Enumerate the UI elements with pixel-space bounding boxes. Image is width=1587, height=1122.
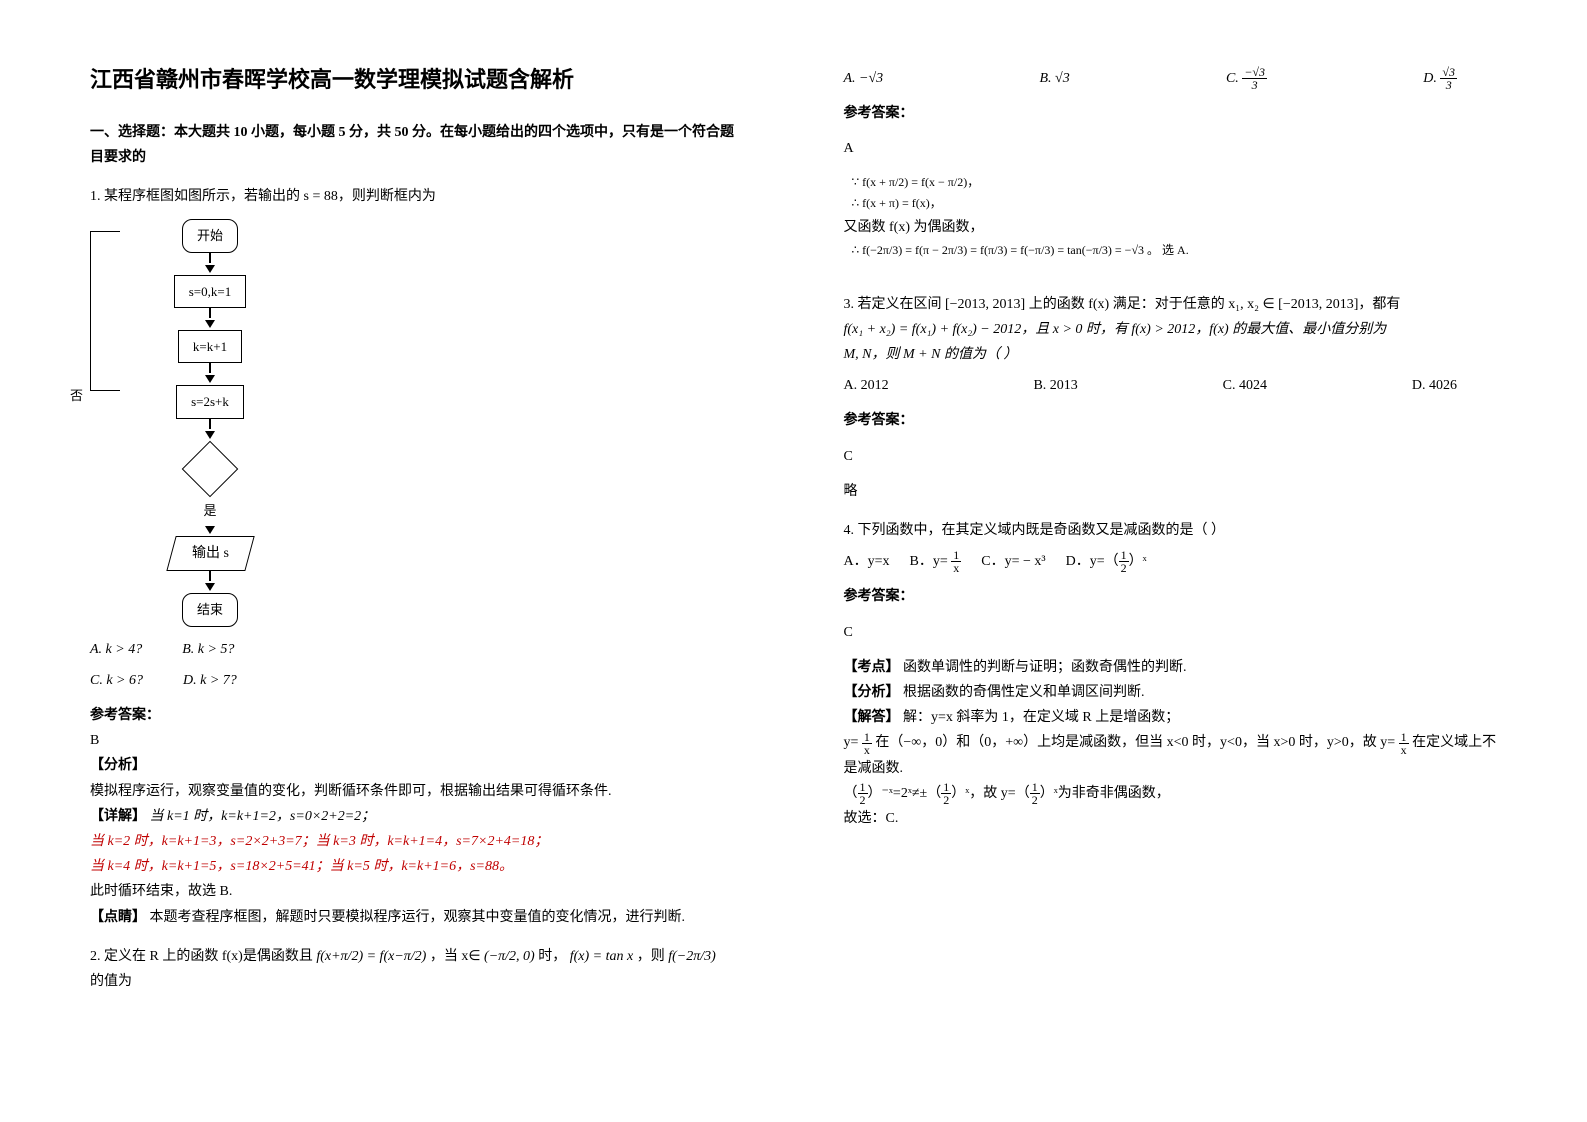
- q1-tip: 本题考查程序框图，解题时只要模拟程序运行，观察其中变量值的变化情况，进行判断.: [150, 910, 686, 925]
- q3-opt-d: D. 4026: [1412, 373, 1457, 398]
- q3-answer: C: [844, 444, 1498, 469]
- question-4: 4. 下列函数中，在其定义域内既是奇函数又是减函数的是（ ） A．y=x B．y…: [844, 518, 1498, 831]
- q3-opt-c: C. 4024: [1223, 373, 1267, 398]
- q4-solve-1: 解：y=x 斜率为 1，在定义域 R 上是增函数；: [903, 710, 1179, 725]
- q3-opt-a: A. 2012: [844, 373, 889, 398]
- q2-sol-4: ∴ f(−2π/3) = f(π − 2π/3) = f(π/3) = f(−π…: [852, 240, 1498, 262]
- q3-brief: 略: [844, 479, 1498, 504]
- q4-opt-a: A．y=x: [844, 549, 890, 574]
- q2-eq1: f(x+π/2) = f(x−π/2): [316, 949, 426, 964]
- q4-solve-2: y= 1x 在（−∞，0）和（0，+∞）上均是减函数，但当 x<0 时，y<0，…: [844, 730, 1498, 780]
- q2-eq2: f(x) = tan x: [570, 949, 633, 964]
- answer-label: 参考答案：: [90, 703, 744, 728]
- q4-kaodian: 函数单调性的判断与证明；函数奇偶性的判断.: [903, 660, 1187, 675]
- q4-answer: C: [844, 620, 1498, 645]
- q2-eq3: f(−2π/3): [668, 949, 716, 964]
- q3-text-3: M, N，则 M + N 的值为（ ）: [844, 342, 1498, 367]
- q1-options-row1: A. k > 4? B. k > 5?: [90, 637, 744, 662]
- branch-yes-label: 是: [203, 499, 216, 522]
- q4-opt-d: D．y=（12）ˣ: [1066, 549, 1147, 574]
- q4-kaodian-tag: 【考点】: [844, 660, 900, 675]
- q4-text: 4. 下列函数中，在其定义域内既是奇函数又是减函数的是（ ）: [844, 518, 1498, 543]
- q3-opt-b: B. 2013: [1033, 373, 1077, 398]
- q1-answer: B: [90, 728, 744, 753]
- q2-opt-b: B. √3: [1039, 66, 1069, 91]
- fc-decision: [170, 441, 250, 497]
- q2-mid2: 时，: [538, 949, 566, 964]
- q4-solve-tag: 【解答】: [844, 710, 900, 725]
- detail-tag: 【详解】: [90, 809, 146, 824]
- q2-mid3: ，则: [637, 949, 665, 964]
- q4-answer-label: 参考答案：: [844, 584, 1498, 609]
- q2-options: A. −√3 B. √3 C. −√33 D. √33: [844, 66, 1498, 91]
- q4-opt-c: C．y= − x³: [981, 549, 1045, 574]
- q1-detail-4: 此时循环结束，故选 B.: [90, 879, 744, 904]
- page-title: 江西省赣州市春晖学校高一数学理模拟试题含解析: [90, 60, 744, 100]
- fc-step2: s=2s+k: [176, 385, 244, 418]
- q2-sol-1: ∵ f(x + π/2) = f(x − π/2)，: [852, 172, 1498, 194]
- q1-detail-3: 当 k=4 时，k=k+1=5，s=18×2+5=41；当 k=5 时，k=k+…: [90, 854, 744, 879]
- fc-start: 开始: [182, 219, 238, 252]
- section-header: 一、选择题：本大题共 10 小题，每小题 5 分，共 50 分。在每小题给出的四…: [90, 120, 744, 170]
- q1-options-row2: C. k > 6? D. k > 7?: [90, 668, 744, 693]
- fc-output: 输出 s: [166, 536, 254, 571]
- fc-init: s=0,k=1: [174, 275, 246, 308]
- q3-answer-label: 参考答案：: [844, 408, 1498, 433]
- q2-answer: A: [844, 136, 1498, 161]
- branch-no-label: 否: [70, 384, 83, 407]
- analysis-tag: 【分析】: [90, 758, 146, 773]
- q4-opt-b: B．y= 1x: [910, 549, 962, 574]
- q2-end: 的值为: [90, 969, 744, 994]
- q2-answer-label: 参考答案：: [844, 101, 1498, 126]
- q2-pre: 2. 定义在 R 上的函数 f(x)是偶函数且: [90, 949, 313, 964]
- q3-options: A. 2012 B. 2013 C. 4024 D. 4026: [844, 373, 1498, 398]
- fc-step1: k=k+1: [178, 330, 242, 363]
- q2-opt-a: A. −√3: [844, 66, 884, 91]
- q2-opt-d: D. √33: [1423, 66, 1457, 91]
- flowchart: 否 开始 s=0,k=1 k=k+1 s=2s+k 是 输出 s 结束: [120, 219, 300, 627]
- q3-text-2: f(x₁ + x₂) = f(x₁) + f(x₂) − 2012，且 x > …: [844, 317, 1498, 342]
- question-3: 3. 若定义在区间 [−2013, 2013] 上的函数 f(x) 满足：对于任…: [844, 292, 1498, 504]
- opt-c: C. k > 6?: [90, 668, 143, 693]
- q2-interval: (−π/2, 0): [484, 949, 535, 964]
- q2-sol-3: 又函数 f(x) 为偶函数，: [844, 215, 1498, 240]
- question-1: 1. 某程序框图如图所示，若输出的 s = 88，则判断框内为 否 开始 s=0…: [90, 184, 744, 930]
- q2-mid: ，当 x∈: [430, 949, 481, 964]
- q4-solve-4: 故选：C.: [844, 806, 1498, 831]
- question-2-stem: 2. 定义在 R 上的函数 f(x)是偶函数且 f(x+π/2) = f(x−π…: [90, 944, 744, 994]
- q4-analysis: 根据函数的奇偶性定义和单调区间判断.: [903, 685, 1145, 700]
- q3-text-1: 3. 若定义在区间 [−2013, 2013] 上的函数 f(x) 满足：对于任…: [844, 292, 1498, 317]
- q2-sol-2: ∴ f(x + π) = f(x)，: [852, 193, 1498, 215]
- opt-d: D. k > 7?: [183, 668, 237, 693]
- q1-detail-2: 当 k=2 时，k=k+1=3，s=2×2+3=7；当 k=3 时，k=k+1=…: [90, 829, 744, 854]
- opt-a: A. k > 4?: [90, 637, 142, 662]
- q1-text: 1. 某程序框图如图所示，若输出的 s = 88，则判断框内为: [90, 184, 744, 209]
- fc-end: 结束: [182, 593, 238, 626]
- q4-options: A．y=x B．y= 1x C．y= − x³ D．y=（12）ˣ: [844, 549, 1498, 574]
- q2-opt-c: C. −√33: [1226, 66, 1267, 91]
- q1-analysis: 模拟程序运行，观察变量值的变化，判断循环条件即可，根据输出结果可得循环条件.: [90, 779, 744, 804]
- opt-b: B. k > 5?: [182, 637, 234, 662]
- q4-solve-3: （12）⁻ˣ=2ˣ≠±（12）ˣ，故 y=（12）ˣ为非奇非偶函数，: [844, 781, 1498, 806]
- tip-tag: 【点睛】: [90, 910, 146, 925]
- q4-analysis-tag: 【分析】: [844, 685, 900, 700]
- q1-detail-1: 当 k=1 时，k=k+1=2，s=0×2+2=2；: [150, 809, 376, 824]
